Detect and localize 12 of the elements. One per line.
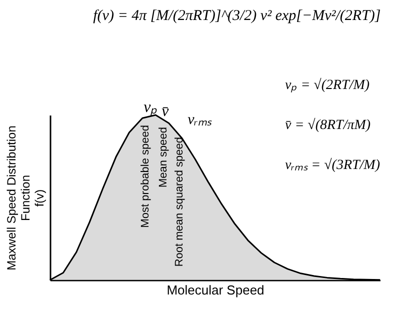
x-axis-title: Molecular Speed: [166, 282, 264, 298]
annotation: vᵣₘₛ: [188, 112, 212, 128]
annotation: Mean speed: [158, 127, 170, 188]
text: vₚ = √(2RT/M): [285, 77, 370, 93]
y-axis-title: Maxwell Speed Distribution Function f(v): [4, 126, 46, 270]
annotation: vᵣₘₛ = √(3RT/M): [285, 157, 380, 173]
annotation: v̄: [162, 103, 170, 120]
annotation: Most probable speed: [140, 125, 152, 228]
annotation: v̄ = √(8RT/πM): [285, 117, 371, 133]
annotation: Root mean squared speed: [174, 137, 186, 267]
chart-title: f(v) = 4π [M/(2πRT)]^(3/2) v² exp[−Mv²/(2RT)]: [93, 8, 381, 24]
annotation: vₚ: [144, 99, 158, 116]
